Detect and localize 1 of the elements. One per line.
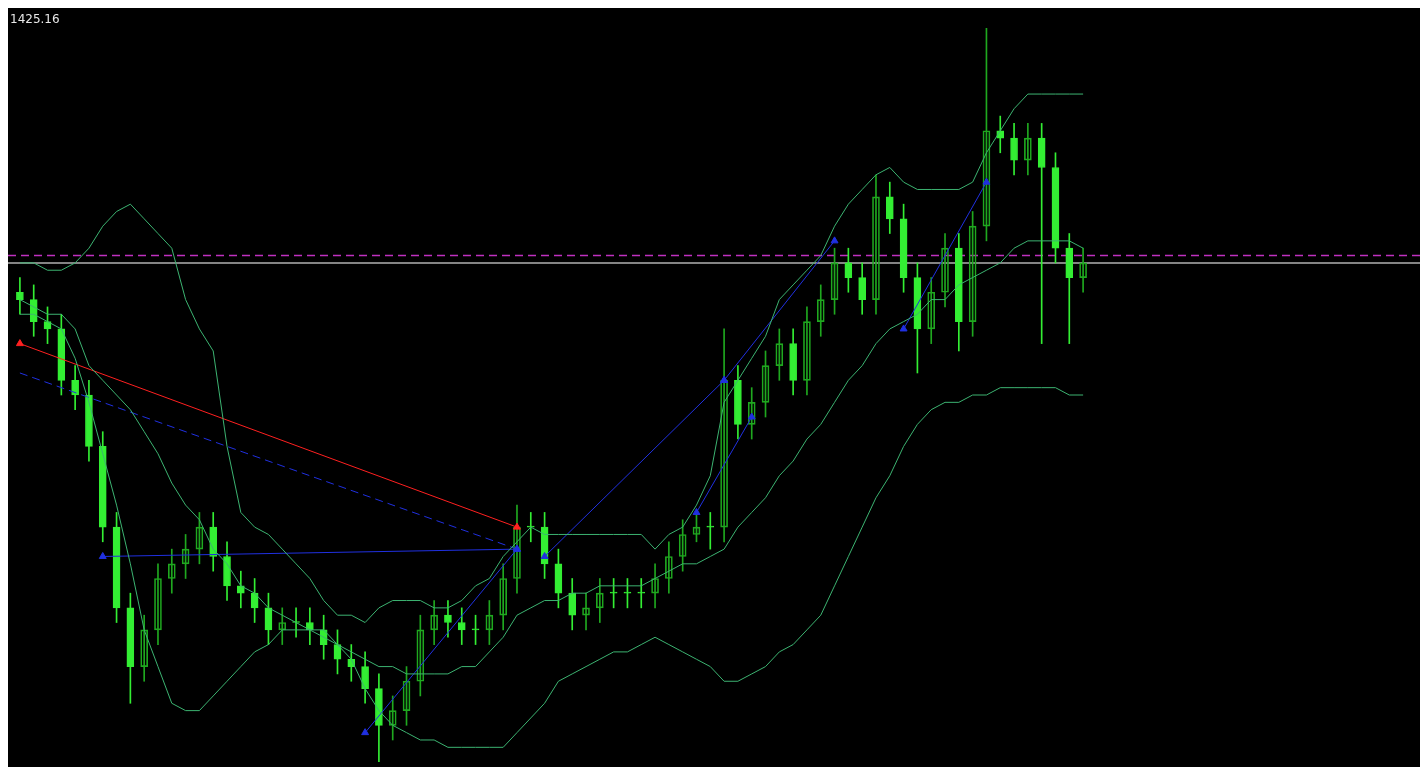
- text: 1425.16: [10, 12, 60, 26]
